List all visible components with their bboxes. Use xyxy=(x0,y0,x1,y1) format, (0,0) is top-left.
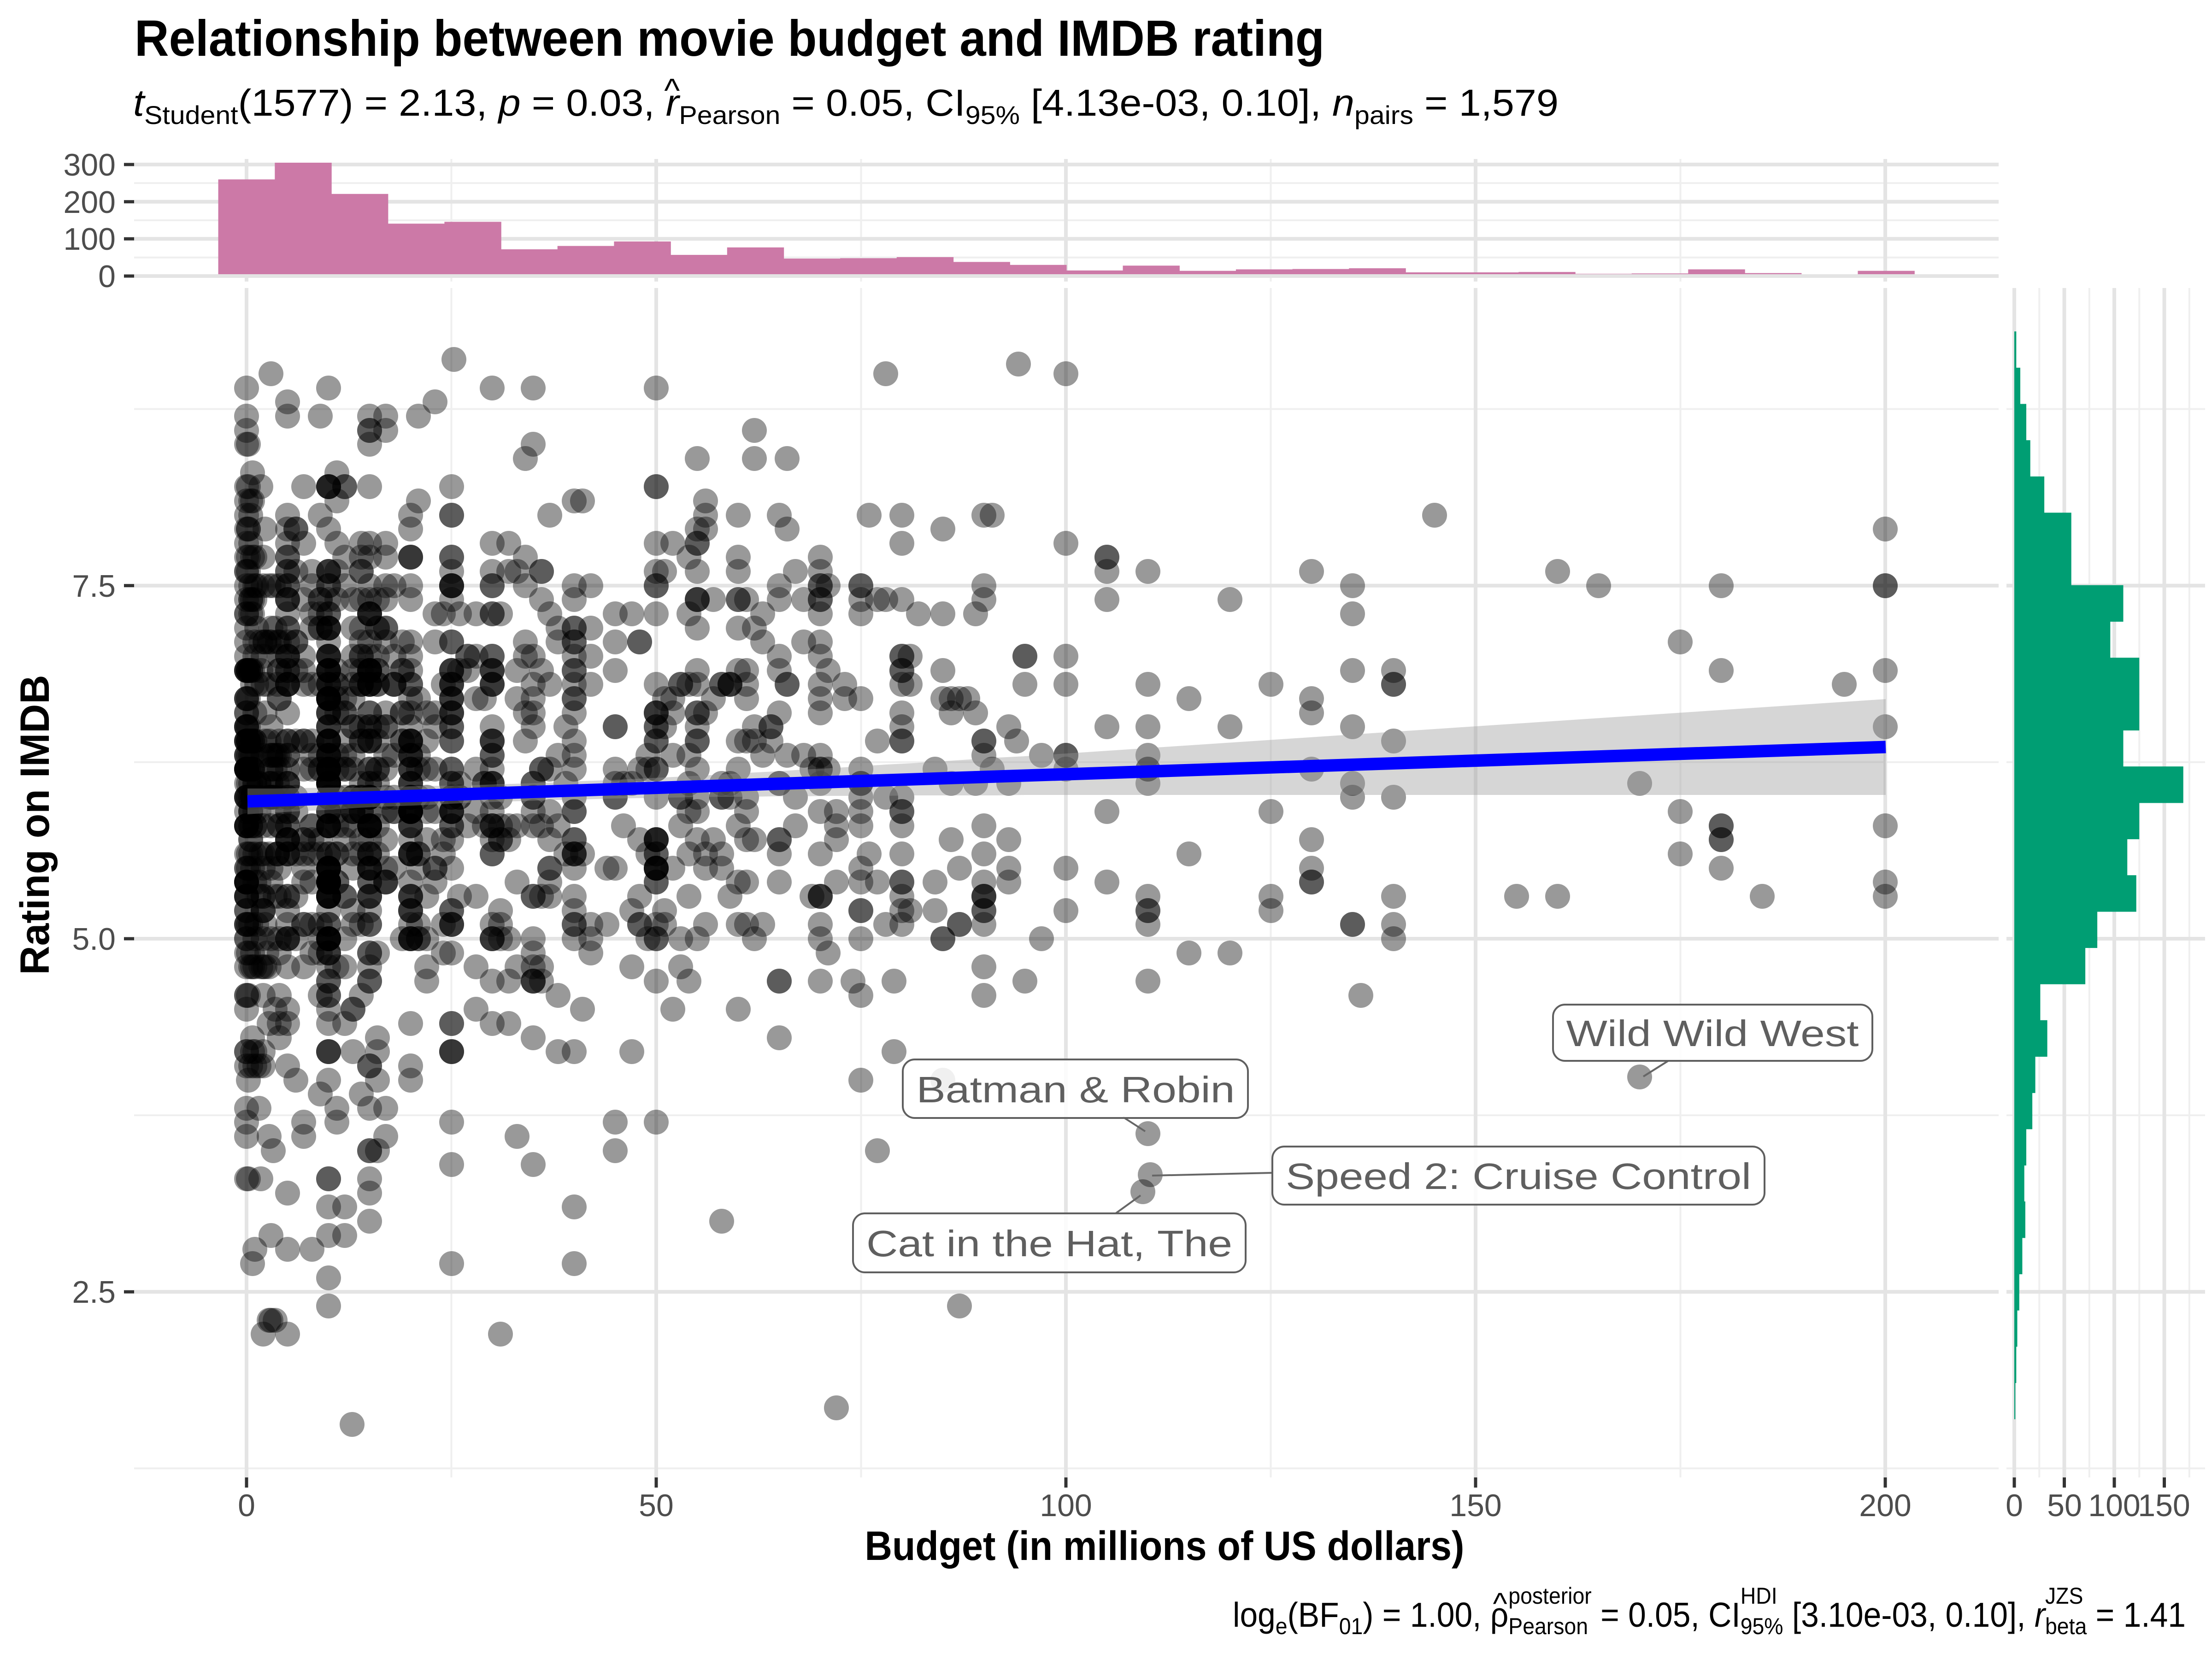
svg-text:Student: Student xyxy=(144,100,238,129)
svg-text:50: 50 xyxy=(2047,1488,2082,1523)
svg-text:= 0.03,: = 0.03, xyxy=(521,82,666,124)
svg-text:t: t xyxy=(133,82,146,124)
svg-text:0: 0 xyxy=(2006,1488,2023,1523)
svg-text:Budget (in millions of US doll: Budget (in millions of US dollars) xyxy=(865,1523,1465,1569)
svg-text:(1577) = 2.13,: (1577) = 2.13, xyxy=(238,82,499,124)
svg-text:2.5: 2.5 xyxy=(72,1275,116,1310)
svg-text:HDI: HDI xyxy=(1741,1583,1777,1609)
svg-text:95%: 95% xyxy=(1741,1613,1783,1639)
svg-text:r: r xyxy=(2035,1595,2047,1634)
svg-text:300: 300 xyxy=(64,147,116,182)
svg-text:^: ^ xyxy=(664,72,680,109)
svg-text:JZS: JZS xyxy=(2045,1583,2083,1609)
svg-text:= 0.05, CI: = 0.05, CI xyxy=(780,82,965,124)
svg-text:Speed 2: Cruise Control: Speed 2: Cruise Control xyxy=(1286,1156,1751,1197)
svg-text:= 1,579: = 1,579 xyxy=(1413,82,1559,124)
svg-text:100: 100 xyxy=(64,222,116,257)
svg-text:200: 200 xyxy=(1859,1488,1911,1523)
svg-text:150: 150 xyxy=(2138,1488,2190,1523)
svg-text:Pearson: Pearson xyxy=(679,100,780,129)
svg-text:50: 50 xyxy=(639,1488,674,1523)
svg-text:Wild Wild West: Wild Wild West xyxy=(1566,1013,1859,1054)
svg-text:150: 150 xyxy=(1449,1488,1501,1523)
svg-text:(BF: (BF xyxy=(1288,1595,1339,1634)
svg-text:100: 100 xyxy=(2088,1488,2140,1523)
svg-text:200: 200 xyxy=(64,185,116,220)
svg-text:n: n xyxy=(1332,82,1354,124)
svg-text:p: p xyxy=(497,82,520,124)
svg-text:7.5: 7.5 xyxy=(72,569,116,604)
svg-text:ρ: ρ xyxy=(1490,1595,1509,1634)
svg-text:[3.10e-03, 0.10],: [3.10e-03, 0.10], xyxy=(1783,1595,2035,1634)
svg-text:posterior: posterior xyxy=(1508,1583,1591,1609)
svg-text:01: 01 xyxy=(1339,1613,1363,1639)
svg-text:0: 0 xyxy=(98,259,116,294)
svg-text:95%: 95% xyxy=(965,100,1020,129)
svg-text:beta: beta xyxy=(2045,1613,2087,1639)
svg-text:= 1.41: = 1.41 xyxy=(2087,1595,2186,1634)
svg-text:Batman & Robin: Batman & Robin xyxy=(917,1069,1235,1110)
svg-text:0: 0 xyxy=(238,1488,255,1523)
svg-text:Rating on IMDB: Rating on IMDB xyxy=(12,675,58,975)
svg-text:) = 1.00,: ) = 1.00, xyxy=(1363,1595,1490,1634)
svg-text:= 0.05, CI: = 0.05, CI xyxy=(1592,1595,1741,1634)
svg-text:pairs: pairs xyxy=(1354,100,1413,129)
svg-text:100: 100 xyxy=(1040,1488,1092,1523)
svg-text:e: e xyxy=(1276,1613,1288,1639)
svg-text:^: ^ xyxy=(1493,1586,1507,1620)
svg-text:Cat in the Hat, The: Cat in the Hat, The xyxy=(866,1223,1232,1264)
svg-text:[4.13e-03, 0.10],: [4.13e-03, 0.10], xyxy=(1020,82,1332,124)
svg-text:r: r xyxy=(666,82,681,124)
svg-text:log: log xyxy=(1233,1595,1276,1634)
svg-text:Relationship between movie bud: Relationship between movie budget and IM… xyxy=(135,10,1324,67)
svg-text:Pearson: Pearson xyxy=(1508,1613,1588,1639)
svg-text:5.0: 5.0 xyxy=(72,922,116,957)
